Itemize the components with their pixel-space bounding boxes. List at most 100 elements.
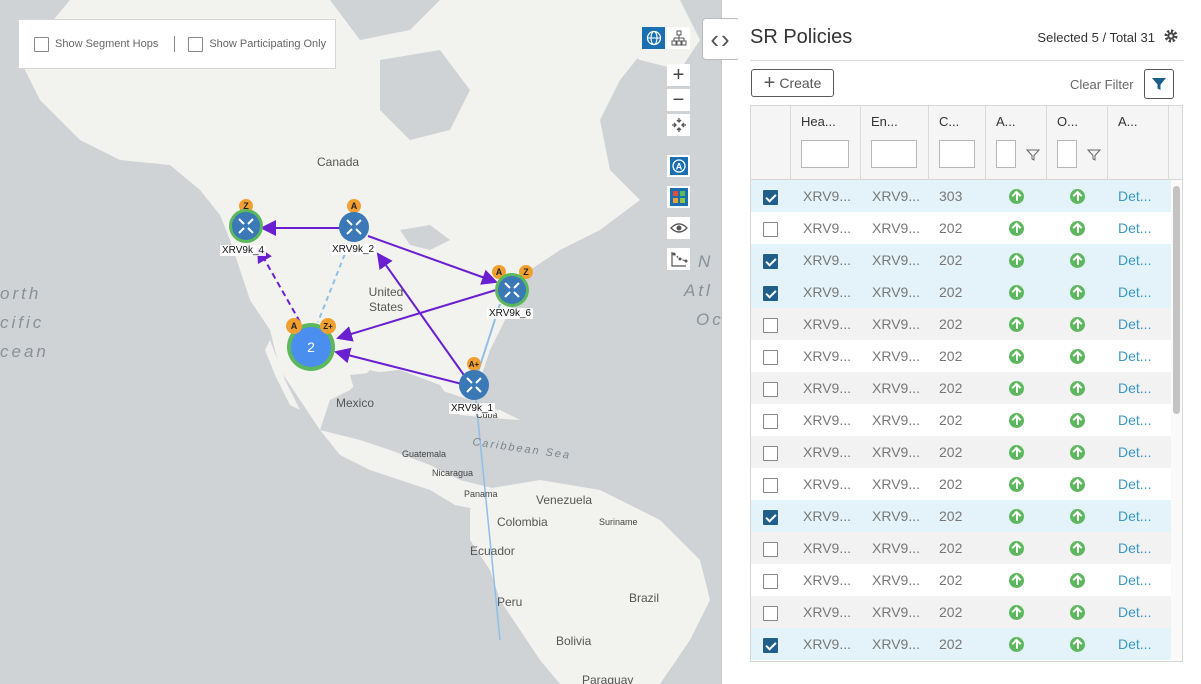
table-row[interactable]: XRV9... XRV9... 303 Det... <box>751 180 1171 212</box>
path-icon <box>670 252 687 267</box>
row-checkbox[interactable] <box>763 318 778 333</box>
table-row[interactable]: XRV9... XRV9... 202 Det... <box>751 212 1171 244</box>
row-checkbox[interactable] <box>763 254 778 269</box>
cell-headend: XRV9... <box>803 252 851 268</box>
globe-view-button[interactable] <box>642 27 665 49</box>
path-button[interactable] <box>667 248 690 270</box>
headend-filter-input[interactable] <box>801 140 849 168</box>
details-link[interactable]: Det... <box>1118 572 1152 588</box>
row-checkbox[interactable] <box>763 350 778 365</box>
details-link[interactable]: Det... <box>1118 348 1152 364</box>
node-xrv9k-2[interactable]: A <box>336 198 372 244</box>
cell-headend: XRV9... <box>803 636 851 652</box>
details-link[interactable]: Det... <box>1118 252 1152 268</box>
show-participating-option[interactable]: Show Participating Only <box>188 36 326 52</box>
table-row[interactable]: XRV9... XRV9... 202 Det... <box>751 244 1171 276</box>
settings-button[interactable] <box>1163 28 1179 49</box>
header-actions-label: A... <box>1118 114 1138 129</box>
row-checkbox[interactable] <box>763 638 778 653</box>
node-xrv9k-6[interactable]: A Z <box>488 264 534 312</box>
legend-button[interactable] <box>667 186 690 208</box>
admin-filter-icon[interactable] <box>1026 148 1040 162</box>
table-scrollbar[interactable] <box>1171 180 1182 661</box>
table-row[interactable]: XRV9... XRV9... 202 Det... <box>751 404 1171 436</box>
details-link[interactable]: Det... <box>1118 380 1152 396</box>
auto-layout-button[interactable]: A <box>667 155 690 177</box>
cell-headend: XRV9... <box>803 412 851 428</box>
layers-icon: A <box>669 157 688 175</box>
oper-up-icon <box>1070 573 1085 588</box>
row-checkbox[interactable] <box>763 478 778 493</box>
label-colombia: Colombia <box>497 515 548 529</box>
table-row[interactable]: XRV9... XRV9... 202 Det... <box>751 596 1171 628</box>
row-checkbox[interactable] <box>763 510 778 525</box>
details-link[interactable]: Det... <box>1118 444 1152 460</box>
table-row[interactable]: XRV9... XRV9... 202 Det... <box>751 628 1171 660</box>
table-row[interactable]: XRV9... XRV9... 202 Det... <box>751 308 1171 340</box>
cell-color: 202 <box>939 220 963 236</box>
table-row[interactable]: XRV9... XRV9... 202 Det... <box>751 340 1171 372</box>
row-checkbox[interactable] <box>763 542 778 557</box>
table-row[interactable]: XRV9... XRV9... 202 Det... <box>751 468 1171 500</box>
filter-button[interactable] <box>1144 69 1174 99</box>
panel-toggle-button[interactable]: ‹› <box>702 18 740 60</box>
node-xrv9k-4[interactable]: Z <box>226 198 266 246</box>
label-pacific-3: cean <box>0 342 49 361</box>
oper-filter-icon[interactable] <box>1087 148 1101 162</box>
admin-up-icon <box>1009 573 1024 588</box>
zoom-in-button[interactable]: + <box>667 64 690 86</box>
table-row[interactable]: XRV9... XRV9... 202 Det... <box>751 372 1171 404</box>
admin-filter-input[interactable] <box>996 140 1016 168</box>
node-cluster-badge-z: Z+ <box>323 322 333 331</box>
details-link[interactable]: Det... <box>1118 476 1152 492</box>
show-segment-hops-option[interactable]: Show Segment Hops <box>34 36 158 52</box>
show-participating-checkbox[interactable] <box>188 36 204 52</box>
details-link[interactable]: Det... <box>1118 188 1152 204</box>
zoom-out-button[interactable]: − <box>667 89 690 111</box>
table-row[interactable]: XRV9... XRV9... 202 Det... <box>751 532 1171 564</box>
row-checkbox[interactable] <box>763 574 778 589</box>
color-filter-input[interactable] <box>939 140 975 168</box>
panel-title: SR Policies <box>750 26 853 48</box>
node-cluster-count: 2 <box>307 339 315 355</box>
details-link[interactable]: Det... <box>1118 604 1152 620</box>
header-color-label: C... <box>939 114 960 129</box>
details-link[interactable]: Det... <box>1118 508 1152 524</box>
admin-up-icon <box>1009 381 1024 396</box>
admin-up-icon <box>1009 413 1024 428</box>
clear-filter-link[interactable]: Clear Filter <box>1070 77 1134 92</box>
row-checkbox[interactable] <box>763 446 778 461</box>
details-link[interactable]: Det... <box>1118 220 1152 236</box>
row-checkbox[interactable] <box>763 190 778 205</box>
create-button[interactable]: + Create <box>751 69 834 97</box>
row-checkbox[interactable] <box>763 382 778 397</box>
fit-to-screen-button[interactable] <box>667 114 690 136</box>
admin-up-icon <box>1009 253 1024 268</box>
details-link[interactable]: Det... <box>1118 316 1152 332</box>
node-xrv9k-6-badge-a: A <box>496 267 503 277</box>
row-checkbox[interactable] <box>763 414 778 429</box>
oper-up-icon <box>1070 413 1085 428</box>
details-link[interactable]: Det... <box>1118 540 1152 556</box>
show-segment-hops-checkbox[interactable] <box>34 36 49 52</box>
cell-endpoint: XRV9... <box>872 572 920 588</box>
visibility-button[interactable] <box>667 217 690 239</box>
row-checkbox[interactable] <box>763 286 778 301</box>
details-link[interactable]: Det... <box>1118 284 1152 300</box>
oper-filter-input[interactable] <box>1057 140 1077 168</box>
node-cluster[interactable]: 2 A Z+ <box>284 316 340 372</box>
table-row[interactable]: XRV9... XRV9... 202 Det... <box>751 276 1171 308</box>
topology-map[interactable]: Canada United States Mexico Cuba Guatema… <box>0 0 722 684</box>
table-row[interactable]: XRV9... XRV9... 202 Det... <box>751 500 1171 532</box>
row-checkbox[interactable] <box>763 222 778 237</box>
topology-view-button[interactable] <box>667 27 690 49</box>
details-link[interactable]: Det... <box>1118 412 1152 428</box>
scrollbar-thumb[interactable] <box>1173 186 1180 414</box>
node-xrv9k-1[interactable]: A+ <box>456 356 492 402</box>
endpoint-filter-input[interactable] <box>871 140 917 168</box>
details-link[interactable]: Det... <box>1118 636 1152 652</box>
table-row[interactable]: XRV9... XRV9... 202 Det... <box>751 436 1171 468</box>
admin-up-icon <box>1009 349 1024 364</box>
table-row[interactable]: XRV9... XRV9... 202 Det... <box>751 564 1171 596</box>
row-checkbox[interactable] <box>763 606 778 621</box>
